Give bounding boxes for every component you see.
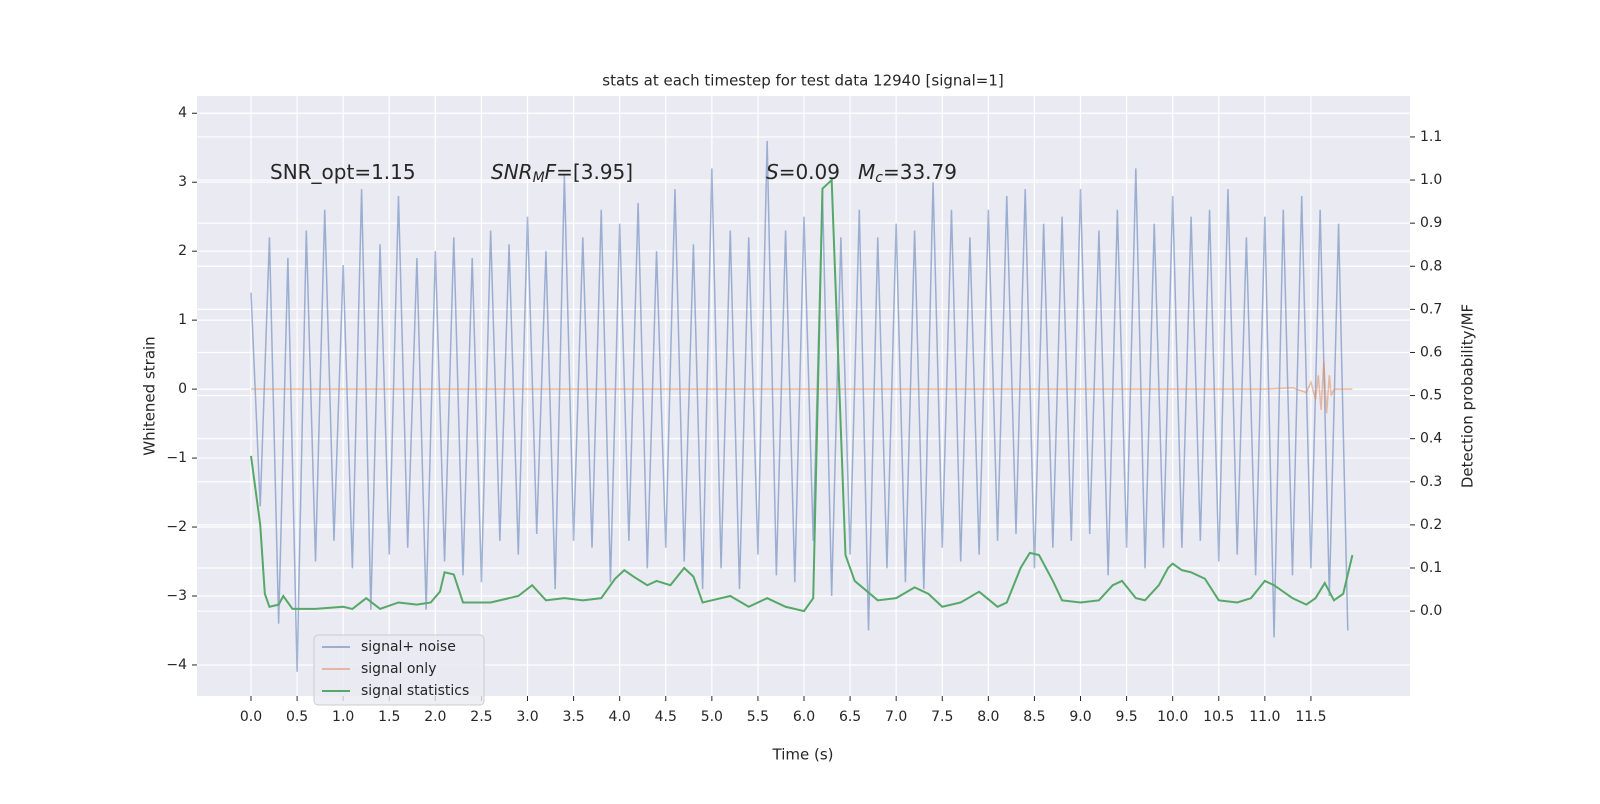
y2-tick-label: 0.6	[1420, 344, 1442, 360]
y2-tick-label: 0.9	[1420, 215, 1442, 231]
legend-label: signal statistics	[361, 683, 469, 699]
annotation: Mc=33.79	[858, 160, 957, 187]
annotation-part: =33.79	[883, 160, 957, 184]
x-tick-label: 8.0	[977, 709, 999, 725]
annotation-part: SNR	[491, 160, 533, 184]
x-axis-label: Time (s)	[772, 746, 834, 764]
y2-tick-label: 0.3	[1420, 474, 1442, 490]
y2-tick-label: 0.2	[1420, 517, 1442, 533]
y-tick-label: 2	[178, 243, 187, 259]
series-line	[251, 361, 1353, 414]
annotation-part: M	[533, 170, 545, 186]
annotation-part: M	[858, 160, 875, 184]
x-tick-label: 9.0	[1069, 709, 1091, 725]
x-tick-label: 10.5	[1203, 709, 1234, 725]
annotation: SNR_opt=1.15	[270, 160, 416, 184]
x-tick-label: 3.5	[562, 709, 584, 725]
x-tick-label: 9.5	[1115, 709, 1137, 725]
series-line	[250, 140, 1349, 672]
legend-label: signal only	[361, 661, 436, 677]
x-tick-label: 2.0	[424, 709, 446, 725]
x-tick-label: 0.0	[240, 709, 262, 725]
y2-tick-label: 0.8	[1420, 258, 1442, 274]
y2-tick-label: 0.4	[1420, 431, 1442, 447]
x-tick-label: 11.0	[1249, 709, 1280, 725]
y-tick-label: −4	[166, 657, 187, 673]
y-tick-label: −2	[166, 519, 187, 535]
y-axis-label: Whitened strain	[141, 336, 159, 455]
y-tick-label: 3	[178, 174, 187, 190]
legend-label: signal+ noise	[361, 639, 456, 655]
annotation-part: c	[875, 170, 883, 186]
y2-tick-label: 0.1	[1420, 560, 1442, 576]
marks	[250, 140, 1354, 672]
annotation: SNRMF=[3.95]	[491, 160, 633, 187]
x-tick-label: 1.0	[332, 709, 354, 725]
y2-tick-label: 1.0	[1420, 172, 1442, 188]
x-tick-label: 1.5	[378, 709, 400, 725]
annotation-part: S	[766, 160, 779, 184]
y-tick-label: −3	[166, 588, 187, 604]
x-tick-label: 4.0	[609, 709, 631, 725]
series-line	[250, 177, 1354, 613]
y2-tick-label: 0.7	[1420, 301, 1442, 317]
x-tick-label: 4.5	[655, 709, 677, 725]
y2-tick-label: 0.5	[1420, 388, 1442, 404]
x-tick-label: 5.0	[701, 709, 723, 725]
x-tick-label: 2.5	[470, 709, 492, 725]
y-tick-label: −1	[166, 450, 187, 466]
y-tick-label: 1	[178, 312, 187, 328]
y-tick-label: 0	[178, 381, 187, 397]
chart-title: stats at each timestep for test data 129…	[602, 72, 1003, 90]
x-tick-label: 5.5	[747, 709, 769, 725]
annotation-part: F	[545, 160, 557, 184]
overlay: 0.0 0.5 1.0 1.5 2.0 2.5 3.0 3.5 4.0 4.5 5.0 5.5 6.0 6…	[166, 105, 1442, 725]
x-tick-label: 0.5	[286, 709, 308, 725]
legend-box	[313, 634, 485, 706]
x-tick-label: 10.0	[1157, 709, 1188, 725]
y2-axis-label: Detection probability/MF	[1459, 304, 1477, 488]
y2-tick-label: 0.0	[1420, 603, 1442, 619]
x-tick-label: 7.5	[931, 709, 953, 725]
annotation-part: =[3.95]	[556, 160, 633, 184]
x-tick-label: 8.5	[1023, 709, 1045, 725]
x-tick-label: 7.0	[885, 709, 907, 725]
y2-tick-label: 1.1	[1420, 129, 1442, 145]
y-tick-label: 4	[178, 105, 187, 121]
annotation-part: =0.09	[779, 160, 840, 184]
annotation-part: SNR_opt=1.15	[270, 160, 416, 184]
x-tick-label: 3.0	[516, 709, 538, 725]
x-tick-label: 11.5	[1295, 709, 1326, 725]
x-tick-label: 6.0	[793, 709, 815, 725]
annotation: S=0.09	[766, 160, 840, 184]
x-tick-label: 6.5	[839, 709, 861, 725]
